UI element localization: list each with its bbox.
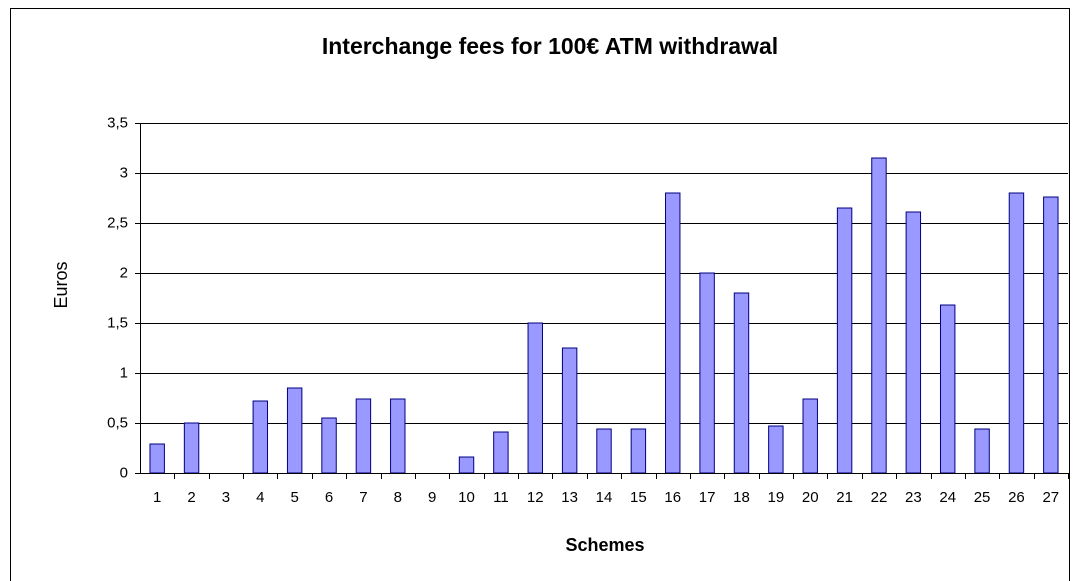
bar [390,398,406,474]
x-tick-label: 12 [527,489,544,506]
x-tick-label: 18 [733,489,750,506]
bar [905,211,922,474]
y-tick-label: 1,5 [107,314,128,331]
x-tick-label: 26 [1008,489,1025,506]
y-axis-title: Euros [51,261,71,308]
x-tick-label: 19 [768,489,785,506]
bar [493,431,509,474]
y-tick-label: 3 [120,164,128,181]
x-tick-label: 11 [493,489,509,506]
x-tick-label: 17 [699,489,716,506]
bar [768,425,784,474]
bar [733,292,750,474]
bar [149,443,165,474]
bar [1008,192,1025,474]
x-tick-label: 27 [1042,489,1059,506]
x-tick-label: 13 [561,489,578,506]
bar [286,387,303,474]
x-tick-label: 3 [222,489,230,506]
x-tick-label: 25 [974,489,991,506]
bar [630,428,647,474]
bar [1043,196,1059,474]
y-tick-label: 2 [120,264,128,281]
bar [183,422,200,474]
x-tick-label: 9 [428,489,436,506]
bar [871,157,887,474]
chart-title: Interchange fees for 100€ ATM withdrawal [322,33,778,59]
x-tick-label: 23 [905,489,922,506]
bar [802,398,818,474]
x-tick-label: 14 [596,489,613,506]
bar [974,428,990,474]
bar [458,456,475,474]
bar [252,400,269,474]
x-tick-label: 6 [325,489,333,506]
x-tick-label: 24 [939,489,956,506]
y-tick-label: 3,5 [107,114,128,131]
x-tick-label: 4 [256,489,264,506]
y-tick-label: 2,5 [107,214,128,231]
x-tick-label: 5 [290,489,298,506]
y-tick-label: 1 [120,364,128,381]
x-tick-label: 15 [630,489,647,506]
bar [527,322,543,474]
x-tick-label: 20 [802,489,819,506]
x-tick-label: 2 [187,489,195,506]
bar [321,417,337,474]
bar [596,428,612,474]
bar [836,207,853,474]
x-tick-label: 1 [153,489,161,506]
bar [665,192,681,474]
y-tick-label: 0,5 [107,414,128,431]
x-tick-label: 8 [394,489,402,506]
bar [355,398,372,474]
x-tick-label: 10 [458,489,475,506]
chart-border [10,8,1070,581]
x-tick-label: 22 [871,489,888,506]
x-tick-label: 16 [664,489,681,506]
x-axis-title: Schemes [565,535,644,555]
y-tick-label: 0 [120,464,128,481]
x-tick-label: 7 [359,489,367,506]
bar [561,347,578,474]
x-tick-label: 21 [836,489,853,506]
bar [939,304,956,474]
bar [699,272,715,474]
